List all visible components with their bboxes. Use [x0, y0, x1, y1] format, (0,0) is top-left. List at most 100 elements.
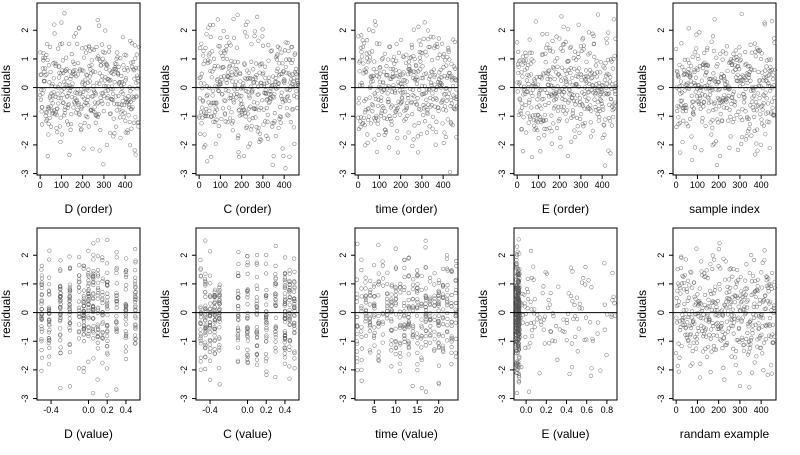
data-point — [199, 41, 204, 46]
data-point — [221, 65, 226, 70]
data-point — [418, 42, 423, 47]
data-point — [255, 101, 260, 106]
data-point — [58, 333, 63, 338]
data-point — [68, 88, 73, 93]
data-point — [287, 290, 292, 295]
data-point — [265, 119, 270, 124]
data-point — [737, 370, 742, 375]
data-point — [727, 289, 732, 295]
data-point — [125, 128, 130, 133]
data-point — [372, 314, 377, 319]
data-point — [69, 112, 74, 117]
data-point — [359, 358, 364, 363]
data-point — [385, 86, 390, 91]
data-point — [47, 354, 52, 359]
data-point — [224, 77, 229, 83]
data-point — [689, 93, 694, 98]
data-point — [692, 294, 697, 299]
data-point — [680, 105, 686, 110]
data-point — [674, 351, 679, 356]
data-point — [677, 283, 682, 288]
data-point — [729, 62, 735, 68]
data-point — [767, 120, 772, 125]
data-point — [553, 104, 558, 109]
data-point — [89, 63, 94, 68]
data-point — [96, 112, 101, 117]
data-point — [238, 79, 243, 84]
data-point — [287, 307, 292, 312]
data-point — [105, 237, 110, 242]
data-point — [94, 81, 100, 86]
data-point — [706, 297, 711, 302]
data-point — [416, 120, 421, 125]
data-point — [770, 270, 775, 276]
data-point — [292, 141, 297, 147]
data-point — [93, 92, 99, 97]
data-point — [769, 19, 774, 24]
data-point — [260, 98, 265, 103]
data-point — [423, 90, 428, 96]
data-point — [235, 359, 240, 364]
data-point — [686, 314, 691, 320]
data-point — [677, 87, 682, 92]
y-axis-title: residuals — [635, 65, 649, 113]
data-point — [726, 118, 731, 123]
data-point — [129, 107, 134, 112]
data-point — [236, 249, 241, 255]
data-point — [203, 346, 208, 351]
data-point — [213, 141, 218, 146]
data-point — [114, 108, 119, 113]
data-point — [402, 323, 407, 328]
data-point — [265, 112, 270, 117]
data-point — [95, 340, 100, 345]
data-point — [363, 97, 369, 102]
data-point — [755, 277, 761, 282]
data-point — [245, 357, 250, 362]
data-point — [688, 79, 693, 84]
data-point — [714, 162, 720, 167]
data-point — [397, 369, 402, 374]
data-point — [282, 80, 287, 85]
x-tick-label: 400 — [277, 180, 292, 190]
data-point — [542, 126, 547, 132]
data-point — [236, 261, 241, 267]
data-point — [577, 66, 582, 71]
data-point — [548, 74, 553, 79]
data-point — [81, 294, 86, 299]
data-point — [613, 36, 618, 41]
data-point — [410, 334, 415, 339]
data-point — [114, 328, 119, 333]
data-point — [208, 34, 213, 40]
data-point — [596, 80, 602, 86]
data-point — [542, 87, 548, 92]
data-point — [757, 326, 762, 331]
data-point — [599, 101, 604, 106]
data-point — [739, 135, 745, 140]
data-point — [292, 93, 297, 98]
data-point — [397, 315, 402, 320]
data-point — [547, 48, 553, 53]
data-point — [355, 359, 360, 364]
data-point — [114, 321, 119, 326]
data-point — [740, 117, 745, 123]
data-point — [745, 80, 750, 86]
data-point — [694, 346, 699, 351]
data-point — [769, 363, 774, 368]
data-point — [48, 44, 53, 49]
data-point — [741, 343, 746, 348]
data-point — [423, 313, 428, 318]
data-point — [254, 262, 259, 267]
data-point — [770, 76, 776, 82]
data-point — [772, 113, 777, 118]
data-point — [61, 100, 66, 105]
data-point — [747, 319, 753, 324]
data-point — [675, 363, 680, 368]
data-point — [198, 359, 203, 364]
data-point — [114, 296, 119, 302]
data-point — [428, 295, 433, 300]
data-point — [541, 284, 546, 289]
data-point — [120, 35, 125, 40]
data-point — [50, 81, 55, 87]
data-point — [564, 118, 569, 123]
data-point — [711, 48, 716, 53]
